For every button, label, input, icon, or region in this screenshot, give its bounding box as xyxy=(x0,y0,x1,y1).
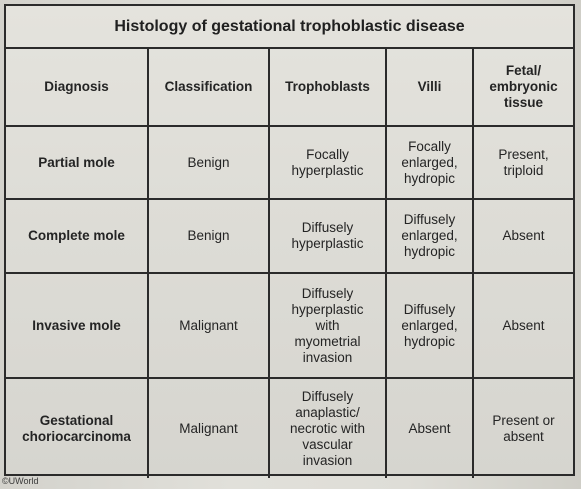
column-header-trophoblasts: Trophoblasts xyxy=(268,49,387,127)
cell-villi: Focally enlarged, hydropic xyxy=(385,125,474,200)
table-row: Invasive mole Malignant Diffusely hyperp… xyxy=(6,272,573,379)
copyright-footer: ©UWorld xyxy=(2,476,39,486)
cell-diagnosis: Partial mole xyxy=(6,125,149,200)
cell-trophoblasts: Diffusely anaplastic/ necrotic with vasc… xyxy=(268,377,387,478)
column-header-fetal-tissue: Fetal/ embryonic tissue xyxy=(472,49,573,127)
cell-trophoblasts: Diffusely hyperplastic xyxy=(268,198,387,274)
header-row: Diagnosis Classification Trophoblasts Vi… xyxy=(6,49,573,127)
cell-diagnosis: Invasive mole xyxy=(6,272,149,379)
column-header-villi: Villi xyxy=(385,49,474,127)
cell-villi: Absent xyxy=(385,377,474,478)
cell-fetal-tissue: Absent xyxy=(472,272,573,379)
cell-classification: Malignant xyxy=(147,272,270,379)
table-row: Gestational choriocarcinoma Malignant Di… xyxy=(6,377,573,478)
table-title: Histology of gestational trophoblastic d… xyxy=(6,6,573,49)
column-header-diagnosis: Diagnosis xyxy=(6,49,149,127)
cell-diagnosis: Gestational choriocarcinoma xyxy=(6,377,149,478)
cell-villi: Diffusely enlarged, hydropic xyxy=(385,272,474,379)
cell-villi: Diffusely enlarged, hydropic xyxy=(385,198,474,274)
cell-trophoblasts: Focally hyperplastic xyxy=(268,125,387,200)
cell-diagnosis: Complete mole xyxy=(6,198,149,274)
cell-classification: Malignant xyxy=(147,377,270,478)
cell-classification: Benign xyxy=(147,125,270,200)
table-frame: Histology of gestational trophoblastic d… xyxy=(4,4,575,478)
cell-classification: Benign xyxy=(147,198,270,274)
table-row: Complete mole Benign Diffusely hyperplas… xyxy=(6,198,573,274)
cell-fetal-tissue: Present or absent xyxy=(472,377,573,478)
cell-fetal-tissue: Absent xyxy=(472,198,573,274)
cell-trophoblasts: Diffusely hyperplastic with myometrial i… xyxy=(268,272,387,379)
cell-fetal-tissue: Present, triploid xyxy=(472,125,573,200)
table-row: Partial mole Benign Focally hyperplastic… xyxy=(6,125,573,200)
histology-table: Diagnosis Classification Trophoblasts Vi… xyxy=(6,49,573,478)
column-header-classification: Classification xyxy=(147,49,270,127)
